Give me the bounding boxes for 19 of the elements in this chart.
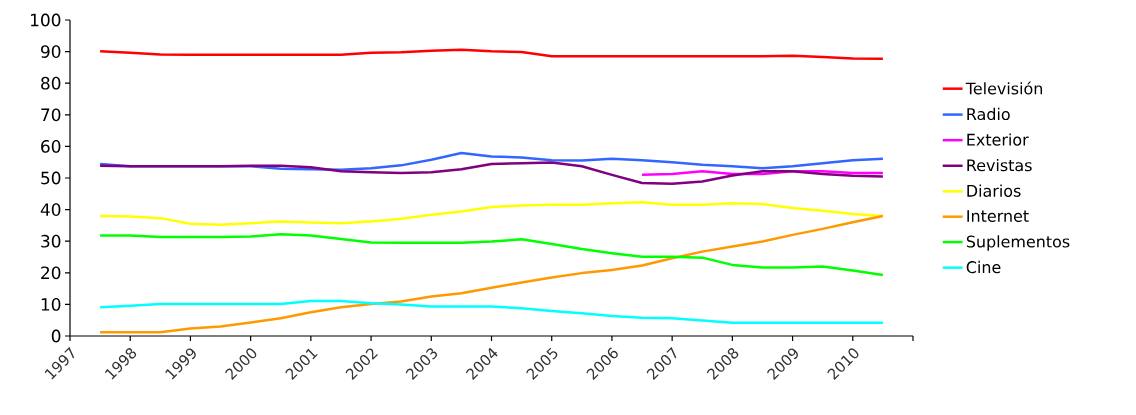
y-tick-label: 0 (51, 329, 61, 343)
y-tick-label: 100 (31, 13, 61, 27)
y-tick-label: 60 (41, 139, 61, 153)
legend-label: Suplementos (966, 235, 1070, 251)
legend-label: Televisión (965, 81, 1043, 95)
y-tick-label: 50 (41, 171, 61, 185)
legend-label: Revistas (967, 158, 1032, 172)
legend-label: Exterior (967, 133, 1029, 146)
y-tick-label: 40 (40, 203, 61, 216)
y-tick-label: 20 (41, 266, 61, 280)
legend-label: Diarios (967, 184, 1021, 197)
legend-label: Radio (967, 107, 1010, 121)
legend-label: Internet (967, 210, 1029, 222)
y-tick-label: 90 (41, 45, 61, 58)
y-tick-label: 30 (41, 234, 61, 248)
y-tick-label: 70 (41, 108, 61, 122)
y-tick-label: 80 (41, 76, 61, 90)
y-tick-label: 10 (41, 297, 61, 311)
legend-label: Cine (966, 260, 1001, 274)
